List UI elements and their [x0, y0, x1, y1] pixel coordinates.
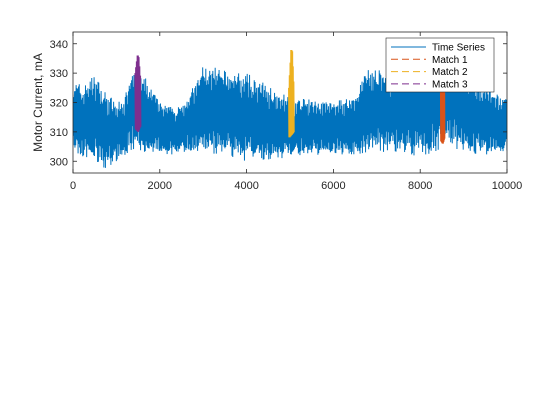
x-tick-label: 10000 [492, 180, 523, 192]
legend-item: Match 3 [391, 79, 468, 90]
series-line-match-2 [288, 50, 295, 138]
x-tick-label: 8000 [408, 180, 432, 192]
x-tick-label: 2000 [148, 180, 172, 192]
legend-label: Match 3 [432, 79, 468, 90]
y-tick-label: 320 [50, 98, 68, 110]
legend-item: Match 2 [391, 67, 468, 78]
x-axis: 0 2000 4000 6000 8000 10000 [70, 32, 522, 192]
legend-item: Time Series [391, 43, 485, 54]
y-axis-label: Motor Current, mA [31, 53, 45, 152]
x-tick-label: 6000 [321, 180, 345, 192]
legend-label: Match 2 [432, 67, 468, 78]
y-tick-label: 300 [50, 156, 68, 168]
x-tick-label: 0 [70, 180, 76, 192]
legend-label: Time Series [432, 43, 485, 54]
legend-label: Match 1 [432, 55, 468, 66]
legend-item: Match 1 [391, 55, 468, 66]
series-line-match-3 [134, 55, 142, 132]
y-axis: 300 310 320 330 340 [50, 39, 507, 168]
x-tick-label: 4000 [234, 180, 258, 192]
y-tick-label: 310 [50, 127, 68, 139]
y-tick-label: 330 [50, 68, 68, 80]
y-tick-label: 340 [50, 39, 68, 51]
